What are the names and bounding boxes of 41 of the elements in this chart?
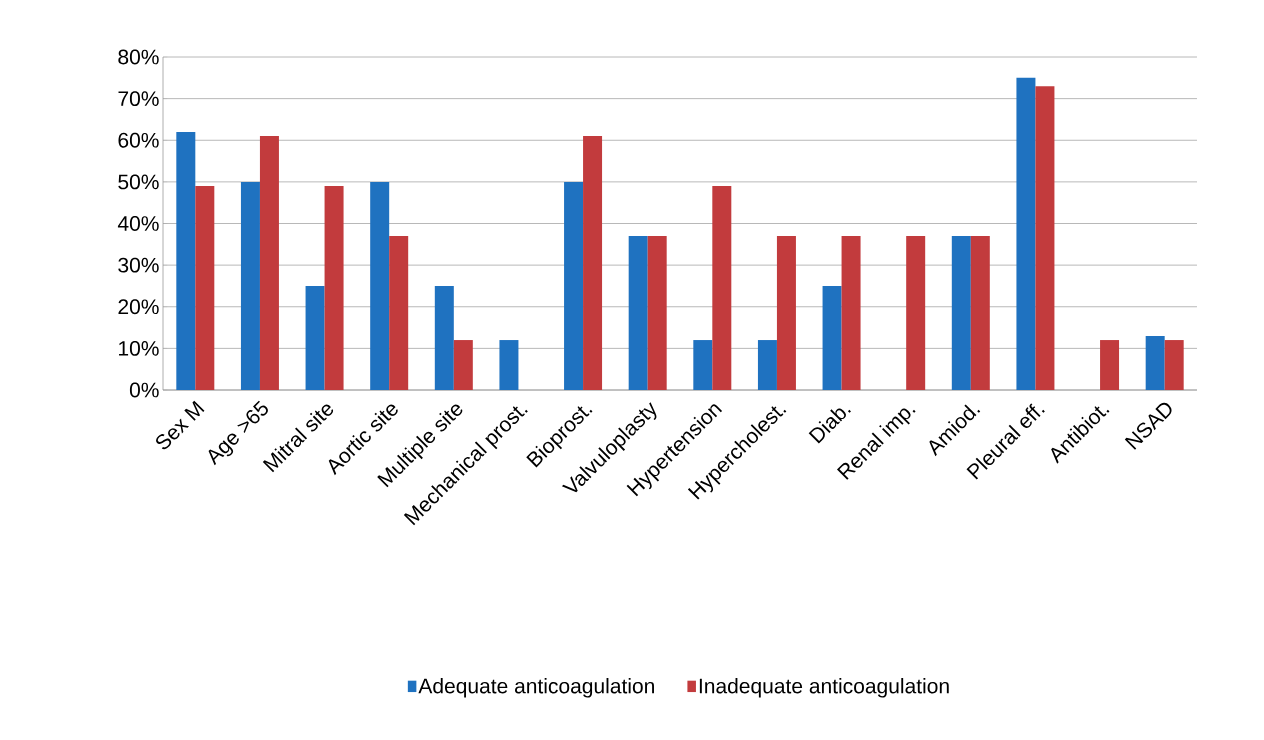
bar [776,235,796,390]
bar [951,235,971,390]
bar [195,186,215,390]
bar [757,340,777,390]
bar [240,181,260,390]
bar [1035,86,1055,390]
bar [1164,340,1184,390]
bar [324,186,344,390]
bar [841,235,861,390]
bar [822,285,842,390]
bar [647,235,667,390]
bar [176,131,196,390]
bar [453,340,473,390]
y-tick-label: 30% [118,257,159,273]
y-tick-label: 20% [118,299,159,315]
y-tick-label: 80% [118,49,159,65]
y-tick-label: 60% [118,132,159,148]
legend-label: Inadequate anticoagulation [699,678,949,698]
y-tick-label: 0% [129,382,159,398]
y-tick-label: 10% [119,340,159,356]
bar [628,235,648,390]
y-tick-label: 50% [118,174,159,190]
bar [434,285,454,390]
x-tick-label: Sex M [156,400,205,450]
bar [499,340,519,390]
y-tick-label: 70% [118,91,159,107]
bar [305,285,325,390]
bar [970,235,990,390]
y-tick-label: 40% [117,216,159,231]
bar [583,136,603,390]
bar [259,136,279,390]
bar [564,181,584,390]
bar [370,181,390,390]
bar [712,186,732,390]
bar [1100,340,1120,390]
bar [906,235,926,390]
bar [1016,77,1036,390]
legend-label: Adequate anticoagulation [418,678,654,698]
bar [693,340,713,390]
bar [389,235,409,390]
bar [1145,335,1165,390]
